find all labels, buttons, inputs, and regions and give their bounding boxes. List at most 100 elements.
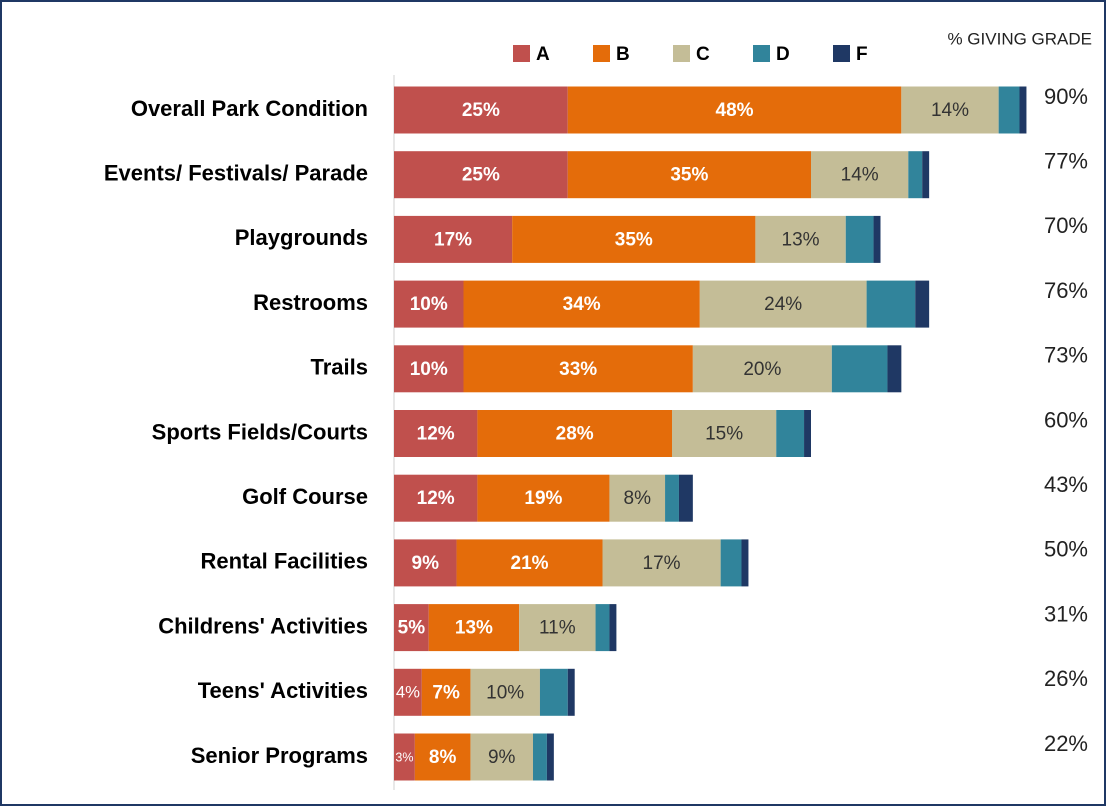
bar-segment bbox=[394, 86, 568, 134]
bar-segment bbox=[845, 215, 874, 263]
value-label: 25% bbox=[462, 165, 500, 186]
category-label: Sports Fields/Courts bbox=[152, 419, 368, 444]
bar-segment bbox=[609, 604, 617, 652]
value-label: 12% bbox=[417, 424, 455, 445]
category-label: Events/ Festivals/ Parade bbox=[104, 161, 368, 186]
value-label: 17% bbox=[643, 553, 681, 574]
bar-segment bbox=[699, 280, 867, 328]
bar-segment bbox=[394, 280, 464, 328]
legend-swatch bbox=[593, 45, 610, 62]
category-label: Golf Course bbox=[242, 484, 368, 509]
value-label: 3% bbox=[395, 750, 413, 764]
bar-segment bbox=[998, 86, 1020, 134]
bar-segment bbox=[539, 668, 568, 716]
value-label: 35% bbox=[670, 165, 708, 186]
bar-segment bbox=[533, 733, 547, 781]
total-label: 26% bbox=[1044, 666, 1088, 691]
bar-segment bbox=[567, 668, 575, 716]
bar-segment bbox=[394, 474, 478, 522]
legend-label: B bbox=[616, 44, 630, 65]
category-label: Rental Facilities bbox=[200, 549, 368, 574]
bar-segment bbox=[428, 604, 520, 652]
value-label: 14% bbox=[931, 100, 969, 121]
value-label: 14% bbox=[841, 165, 879, 186]
totals-title: % GIVING GRADE bbox=[947, 29, 1092, 48]
bar-segment bbox=[1019, 86, 1027, 134]
bar-segment bbox=[831, 345, 888, 393]
bar-segment bbox=[394, 604, 429, 652]
category-label: Playgrounds bbox=[235, 225, 368, 250]
total-label: 77% bbox=[1044, 149, 1088, 174]
value-label: 10% bbox=[410, 359, 448, 380]
bar-segment bbox=[463, 345, 693, 393]
value-label: 8% bbox=[429, 747, 457, 768]
bar-segment bbox=[672, 410, 777, 457]
total-label: 76% bbox=[1044, 278, 1088, 303]
legend-label: F bbox=[856, 44, 868, 65]
value-label: 35% bbox=[615, 229, 653, 250]
bar-segment bbox=[776, 410, 805, 457]
value-label: 9% bbox=[488, 747, 516, 768]
value-label: 17% bbox=[434, 229, 472, 250]
bar-segment bbox=[519, 604, 596, 652]
value-label: 28% bbox=[556, 424, 594, 445]
bar-segment bbox=[602, 539, 721, 587]
category-label: Overall Park Condition bbox=[131, 96, 368, 121]
total-label: 22% bbox=[1044, 731, 1088, 756]
value-label: 15% bbox=[705, 424, 743, 445]
value-label: 13% bbox=[782, 229, 820, 250]
category-label: Trails bbox=[311, 355, 368, 380]
bar-segment bbox=[567, 151, 811, 199]
value-label: 33% bbox=[559, 359, 597, 380]
value-label: 8% bbox=[624, 488, 652, 509]
bar-segment bbox=[394, 539, 457, 587]
bar-segment bbox=[394, 345, 464, 393]
value-label: 9% bbox=[412, 553, 440, 574]
bar-segment bbox=[887, 345, 902, 393]
value-label: 24% bbox=[764, 294, 802, 315]
bar-segment bbox=[470, 733, 533, 781]
bar-segment bbox=[720, 539, 742, 587]
bar-segment bbox=[477, 410, 672, 457]
bar-segment bbox=[470, 668, 540, 716]
bar-segment bbox=[394, 215, 513, 263]
bar-segment bbox=[546, 733, 554, 781]
value-label: 13% bbox=[455, 618, 493, 639]
value-label: 5% bbox=[398, 618, 426, 639]
bar-segment bbox=[394, 151, 568, 199]
legend-swatch bbox=[673, 45, 690, 62]
value-label: 7% bbox=[432, 682, 460, 703]
bar-segment bbox=[609, 474, 666, 522]
value-label: 11% bbox=[539, 618, 576, 639]
legend-label: D bbox=[776, 44, 790, 65]
value-label: 48% bbox=[716, 100, 754, 121]
category-label: Restrooms bbox=[253, 290, 368, 315]
bar-segment bbox=[692, 345, 832, 393]
bar-segment bbox=[915, 280, 930, 328]
bar-segment bbox=[901, 86, 999, 134]
total-label: 31% bbox=[1044, 601, 1088, 626]
value-label: 12% bbox=[417, 488, 455, 509]
bar-segment bbox=[394, 668, 422, 716]
bar-segment bbox=[755, 215, 846, 263]
bar-segment bbox=[394, 410, 478, 457]
total-label: 60% bbox=[1044, 407, 1088, 432]
bar-segment bbox=[678, 474, 693, 522]
bar-segment bbox=[595, 604, 610, 652]
bar-segment bbox=[477, 474, 610, 522]
legend-label: A bbox=[536, 44, 550, 65]
bar-segment bbox=[421, 668, 471, 716]
total-label: 50% bbox=[1044, 537, 1088, 562]
value-label: 21% bbox=[511, 553, 549, 574]
value-label: 10% bbox=[410, 294, 448, 315]
value-label: 10% bbox=[486, 682, 524, 703]
bar-segment bbox=[512, 215, 756, 263]
bar-segment bbox=[873, 215, 881, 263]
value-label: 19% bbox=[524, 488, 562, 509]
total-label: 90% bbox=[1044, 84, 1088, 109]
value-label: 20% bbox=[743, 359, 781, 380]
bar-segment bbox=[414, 733, 471, 781]
bar-segment bbox=[811, 151, 909, 199]
legend-swatch bbox=[513, 45, 530, 62]
